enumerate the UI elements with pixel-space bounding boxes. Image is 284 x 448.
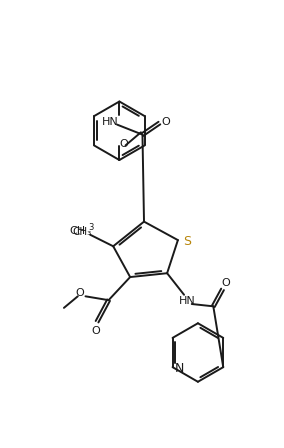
Text: HN: HN [179,296,195,306]
Text: O: O [75,288,84,298]
Text: O: O [221,278,230,288]
Text: N: N [175,362,184,375]
Text: CH: CH [69,226,85,236]
Text: O: O [91,326,100,336]
Text: HN: HN [102,116,118,126]
Text: CH₃: CH₃ [73,227,92,237]
Text: O: O [161,116,170,126]
Text: O: O [120,139,128,149]
Text: 3: 3 [88,224,93,233]
Text: S: S [183,235,191,248]
